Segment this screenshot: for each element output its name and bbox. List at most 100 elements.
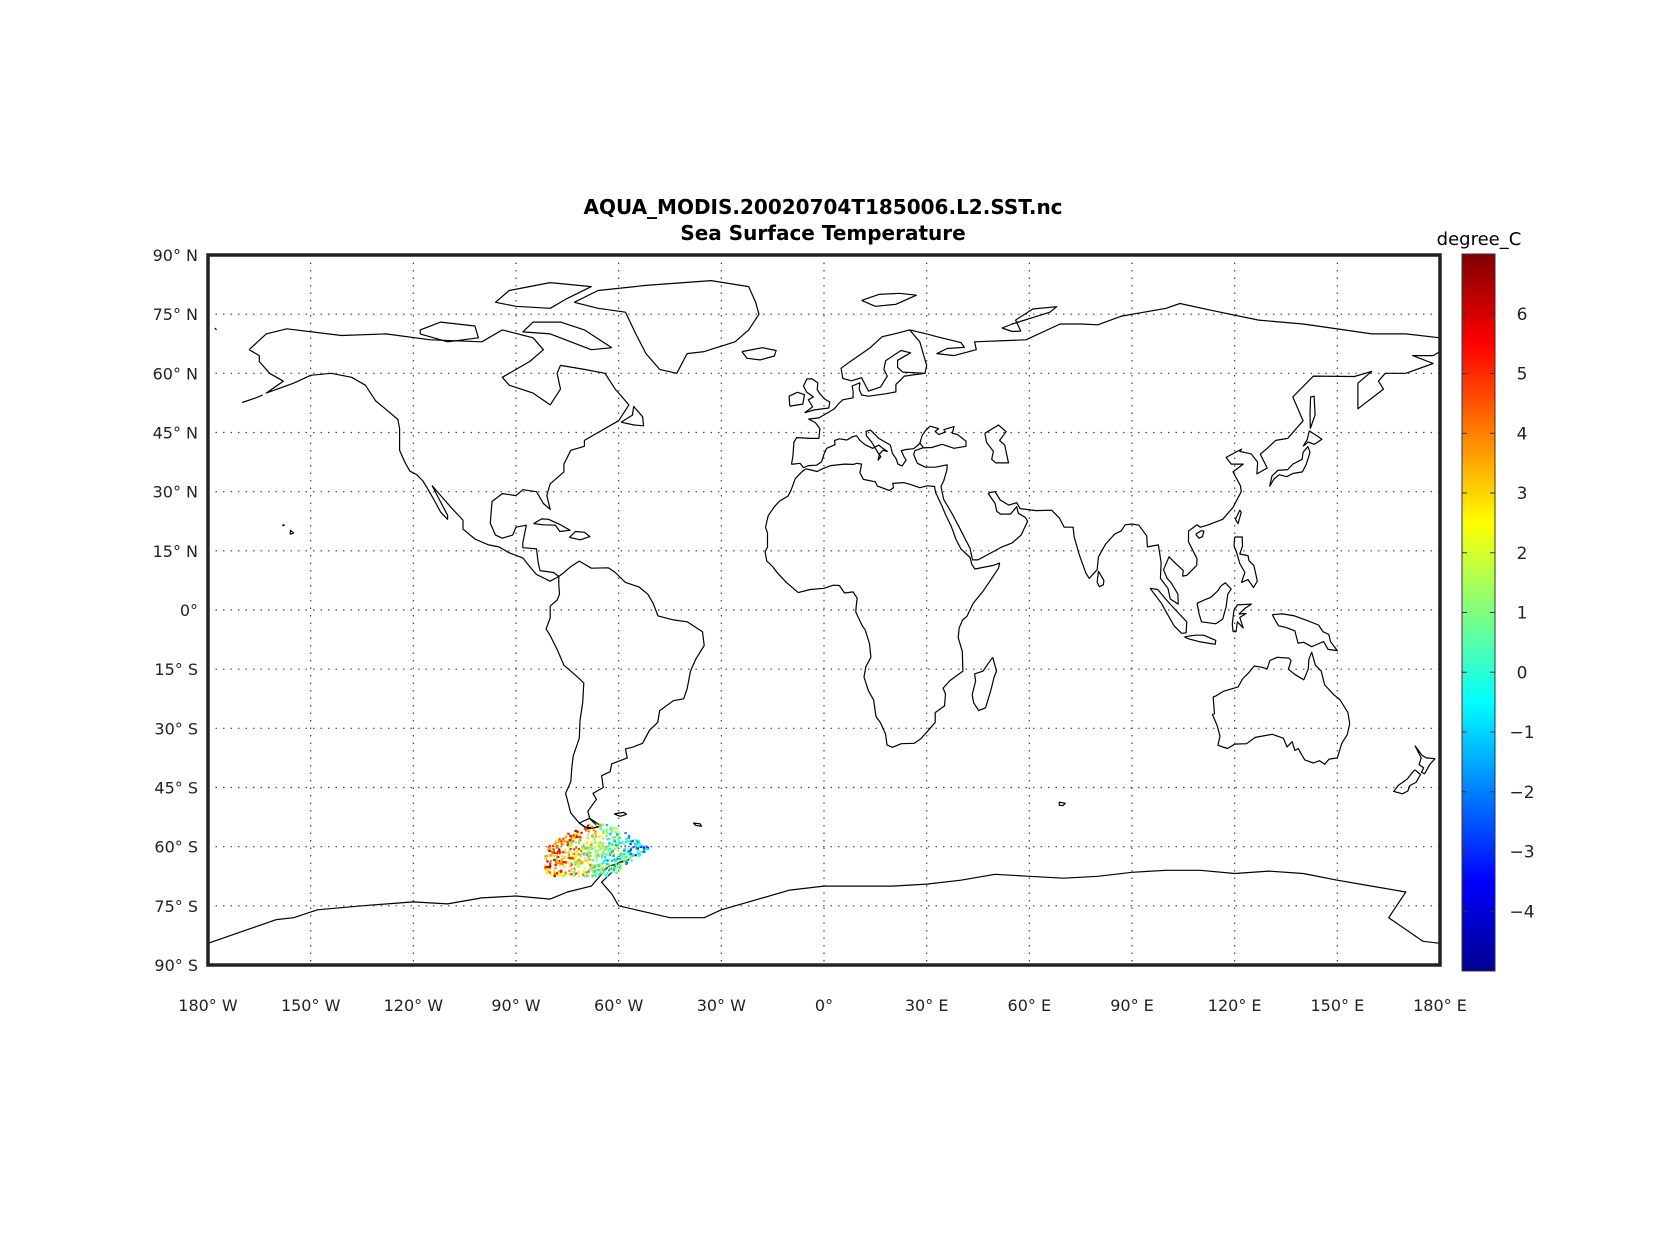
lat-tick-label: 30° S bbox=[154, 719, 198, 738]
coastline-great-britain bbox=[802, 378, 831, 414]
sst-pixel bbox=[617, 854, 620, 857]
sst-pixel bbox=[585, 859, 588, 862]
sst-pixel bbox=[575, 835, 578, 839]
sst-pixel bbox=[605, 830, 608, 833]
sst-pixel bbox=[574, 829, 577, 832]
sst-pixel bbox=[610, 836, 613, 839]
lat-tick-label: 15° S bbox=[154, 660, 198, 679]
lon-tick-label: 0° bbox=[815, 996, 833, 1015]
sst-pixel bbox=[597, 841, 600, 844]
sst-pixel bbox=[580, 852, 583, 855]
coastline-alaska-island-chain bbox=[242, 394, 264, 404]
sst-pixel bbox=[550, 853, 553, 856]
sst-pixel bbox=[638, 843, 642, 846]
sst-pixel bbox=[593, 865, 597, 868]
sst-pixel bbox=[601, 842, 605, 845]
sst-pixel bbox=[562, 861, 566, 864]
sst-pixel bbox=[590, 866, 593, 869]
sst-pixel bbox=[646, 847, 649, 850]
sst-pixel bbox=[592, 866, 595, 870]
sst-pixel bbox=[554, 872, 557, 875]
sst-pixel bbox=[600, 866, 603, 869]
sst-pixel bbox=[636, 840, 639, 843]
sst-pixel bbox=[605, 828, 608, 832]
sst-pixel bbox=[575, 846, 578, 849]
sst-pixel bbox=[567, 856, 570, 860]
sst-pixel bbox=[558, 840, 561, 843]
sst-pixel bbox=[604, 849, 607, 852]
lat-tick-label: 0° bbox=[180, 601, 198, 620]
sst-pixel bbox=[555, 846, 559, 850]
sst-pixel bbox=[605, 835, 608, 838]
lat-tick-label: 90° N bbox=[153, 246, 198, 265]
sst-pixel bbox=[546, 849, 549, 852]
sst-pixel bbox=[623, 843, 626, 846]
sst-pixel bbox=[561, 863, 564, 866]
sst-pixel bbox=[615, 842, 618, 845]
sst-pixel bbox=[609, 828, 613, 831]
sst-pixel bbox=[572, 857, 575, 860]
sst-pixel bbox=[598, 855, 601, 858]
sst-pixel bbox=[615, 846, 618, 849]
lon-tick-label: 60° E bbox=[1008, 996, 1052, 1015]
sst-pixel bbox=[643, 848, 646, 851]
sst-pixel bbox=[580, 854, 583, 858]
sst-pixel bbox=[614, 831, 617, 834]
lat-tick-label: 45° N bbox=[153, 424, 198, 443]
sst-pixel bbox=[599, 835, 602, 838]
sst-pixel bbox=[559, 874, 562, 877]
sst-pixel bbox=[546, 869, 549, 872]
sst-pixel bbox=[620, 854, 623, 857]
sst-pixel bbox=[598, 841, 601, 844]
sst-pixel bbox=[549, 873, 553, 876]
sst-pixel bbox=[597, 863, 600, 866]
sst-pixel bbox=[630, 859, 633, 862]
sst-pixel bbox=[568, 850, 571, 853]
coastline-north-america bbox=[248, 328, 630, 582]
sst-pixel bbox=[576, 849, 579, 853]
coastline-sri-lanka bbox=[1096, 570, 1105, 588]
sst-pixel bbox=[581, 873, 585, 876]
sst-pixel bbox=[595, 856, 598, 859]
sst-pixel bbox=[570, 835, 573, 839]
latitude-tick-labels: 90° N 75° N 60° N 45° N 30° N 15° N 0° 15° S 30°… bbox=[153, 246, 198, 975]
sst-pixel bbox=[595, 823, 598, 826]
sst-pixel bbox=[560, 870, 563, 873]
sst-pixel bbox=[592, 829, 595, 832]
sst-pixel bbox=[578, 875, 581, 878]
sst-pixel bbox=[601, 855, 604, 858]
sst-pixel bbox=[629, 840, 632, 843]
sst-pixel bbox=[587, 851, 590, 854]
sst-pixel bbox=[577, 870, 581, 873]
sst-pixel bbox=[569, 834, 572, 837]
sst-pixel bbox=[625, 850, 628, 853]
sst-pixel bbox=[565, 835, 568, 838]
sst-pixel bbox=[546, 871, 550, 874]
sst-pixel bbox=[582, 843, 585, 846]
coastline-philippines bbox=[1233, 536, 1258, 589]
coastline-new-zealand-n bbox=[1414, 745, 1436, 775]
sst-pixel bbox=[637, 855, 640, 858]
sst-pixel bbox=[563, 837, 566, 840]
sst-pixel bbox=[554, 863, 557, 867]
sst-pixel bbox=[629, 848, 632, 851]
sst-pixel bbox=[638, 844, 641, 847]
sst-pixel bbox=[611, 870, 614, 873]
sst-pixel bbox=[618, 856, 621, 859]
map-title-line1: AQUA_MODIS.20020704T185006.L2.SST.nc bbox=[583, 195, 1062, 219]
sst-pixel bbox=[594, 875, 597, 878]
sst-pixel bbox=[561, 837, 564, 840]
sst-pixel bbox=[578, 835, 581, 839]
sst-pixel bbox=[568, 852, 571, 855]
sst-pixel bbox=[613, 858, 616, 861]
sst-pixel bbox=[560, 843, 563, 846]
sst-pixel bbox=[613, 866, 616, 869]
sst-pixel bbox=[645, 845, 648, 848]
sst-pixel bbox=[567, 862, 570, 865]
sst-pixel bbox=[617, 849, 620, 852]
sst-pixel bbox=[612, 839, 615, 842]
sst-pixel bbox=[626, 852, 629, 855]
sst-pixel bbox=[612, 845, 615, 848]
lon-tick-label: 180° W bbox=[178, 996, 238, 1015]
sst-pixel bbox=[613, 864, 616, 867]
